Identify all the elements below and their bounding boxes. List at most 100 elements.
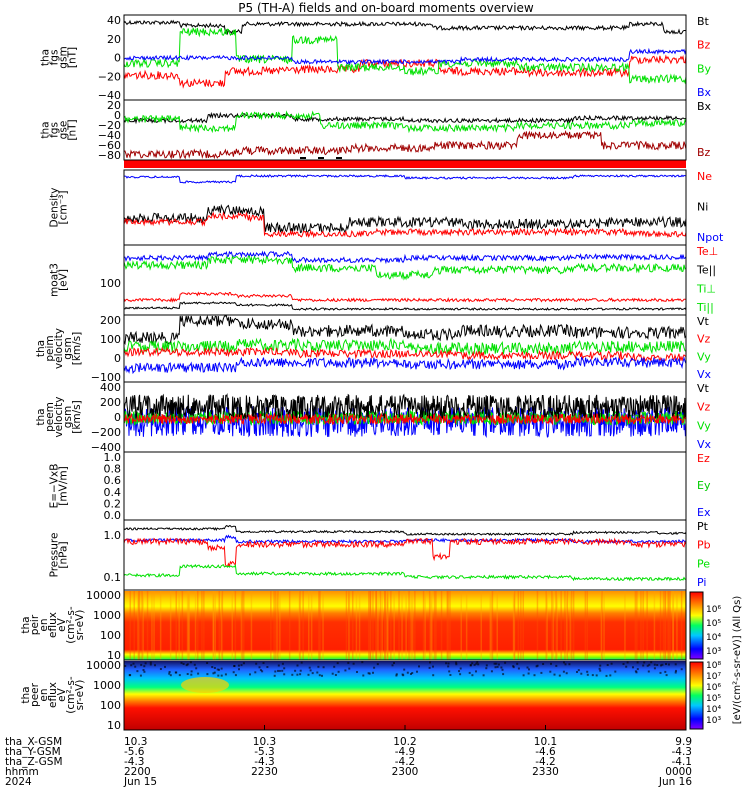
peer-speckle — [139, 674, 142, 677]
peer-speckle — [212, 672, 215, 675]
legend-Vt: Vt — [697, 382, 710, 395]
peir-stripe — [241, 591, 243, 660]
peer-speckle — [367, 672, 370, 675]
y-axis-label: en — [38, 618, 50, 631]
y-tick-label: −200 — [91, 426, 121, 439]
peer-speckle — [185, 664, 188, 667]
peir-stripe — [672, 591, 674, 660]
y-tick-label: 1.0 — [104, 529, 122, 542]
colorbar-peer — [689, 661, 704, 730]
peer-speckle — [432, 674, 435, 677]
legend-Vz: Vz — [697, 401, 711, 414]
peer-speckle — [362, 674, 365, 677]
y-tick-label: 0.2 — [104, 497, 122, 510]
panel-frame-fgs_gse — [123, 99, 687, 161]
peer-speckle — [190, 670, 193, 673]
peir-stripe — [137, 591, 140, 660]
legend-Bx: Bx — [697, 86, 712, 99]
peer-speckle — [622, 663, 625, 665]
x-value: 9.9 — [675, 736, 692, 748]
peer-speckle — [144, 662, 147, 665]
peir-stripe — [310, 591, 313, 660]
y-axis-label: tha — [20, 686, 32, 703]
peir-stripe — [234, 591, 237, 660]
y-axis-label: [cm⁻³] — [58, 191, 70, 225]
peer-speckle — [591, 674, 594, 677]
peer-speckle — [485, 664, 488, 667]
legend-Ez: Ez — [697, 452, 710, 465]
peer-speckle — [258, 666, 261, 669]
peer-speckle — [168, 672, 171, 675]
peer-speckle — [636, 668, 639, 671]
peir-stripe — [545, 591, 547, 660]
peer-speckle — [368, 672, 371, 675]
peir-stripe — [414, 591, 416, 660]
y-tick-label: 10 — [107, 719, 121, 732]
peer-speckle — [180, 661, 183, 664]
x-value: -4.1 — [672, 756, 693, 768]
peer-speckle — [154, 664, 156, 667]
peir-stripe — [348, 591, 350, 660]
peer-speckle — [565, 672, 568, 675]
peer-speckle — [553, 673, 556, 676]
peir-stripe — [188, 591, 190, 660]
peir-stripe — [369, 591, 372, 660]
peir-stripe — [566, 591, 569, 660]
peer-speckle — [665, 674, 668, 677]
colorbar-tick: 10⁵ — [706, 619, 721, 629]
peir-stripe — [133, 591, 135, 660]
peer-speckle — [605, 674, 608, 677]
series-npot — [124, 174, 687, 184]
y-tick-label: 10 — [107, 649, 121, 662]
peir-stripe — [668, 591, 670, 660]
peir-stripe — [669, 591, 671, 660]
y-tick-label: −60 — [98, 139, 121, 152]
peer-speckle — [675, 669, 677, 672]
peir-stripe — [465, 591, 468, 660]
y-tick-label: 100 — [100, 333, 121, 346]
x-row-label: 2024 — [5, 776, 32, 788]
peer-speckle — [211, 666, 214, 668]
peer-speckle — [240, 664, 243, 667]
peer-speckle — [550, 662, 552, 665]
peir-stripe — [142, 591, 144, 660]
peer-speckle — [159, 668, 162, 670]
y-tick-label: 1000 — [93, 679, 121, 692]
peer-speckle — [598, 667, 601, 670]
series-pe — [123, 563, 687, 582]
x-value: -4.2 — [395, 756, 416, 768]
peer-speckle — [475, 670, 477, 673]
peir-stripe — [197, 591, 199, 660]
x-value: 2300 — [392, 766, 419, 778]
legend-Vy: Vy — [697, 350, 711, 363]
peer-speckle — [124, 665, 127, 667]
peer-speckle — [522, 674, 525, 677]
x-value: -4.3 — [124, 756, 145, 768]
legend-Bx: Bx — [697, 100, 712, 113]
x-row-label: tha_Y-GSM — [5, 746, 61, 758]
peir-stripe — [348, 591, 350, 660]
peir-stripe — [186, 591, 189, 660]
mode-tick-2 — [336, 157, 342, 159]
peir-stripe — [355, 591, 358, 660]
y-axis-label: tha — [40, 121, 52, 138]
y-tick-label: 0 — [114, 109, 121, 122]
peer-speckle — [337, 670, 340, 673]
y-axis-label: peer — [29, 682, 41, 707]
peir-stripe — [667, 591, 669, 660]
peer-speckle — [674, 671, 677, 674]
peir-stripe — [240, 591, 243, 660]
legend-Vx: Vx — [697, 438, 712, 451]
y-tick-label: 1.0 — [104, 451, 122, 464]
x-row-label: tha_Z-GSM — [5, 756, 63, 768]
colorbar-tick: 10⁸ — [706, 661, 721, 671]
peer-speckle — [626, 661, 629, 664]
peer-speckle — [625, 665, 628, 668]
peir-stripe — [680, 591, 683, 660]
peir-stripe — [601, 591, 603, 660]
peir-stripe — [569, 591, 571, 660]
peir-stripe — [410, 591, 412, 660]
peir-stripe — [393, 591, 395, 660]
legend-Ni: Ni — [697, 201, 708, 214]
peir-stripe — [390, 591, 392, 660]
